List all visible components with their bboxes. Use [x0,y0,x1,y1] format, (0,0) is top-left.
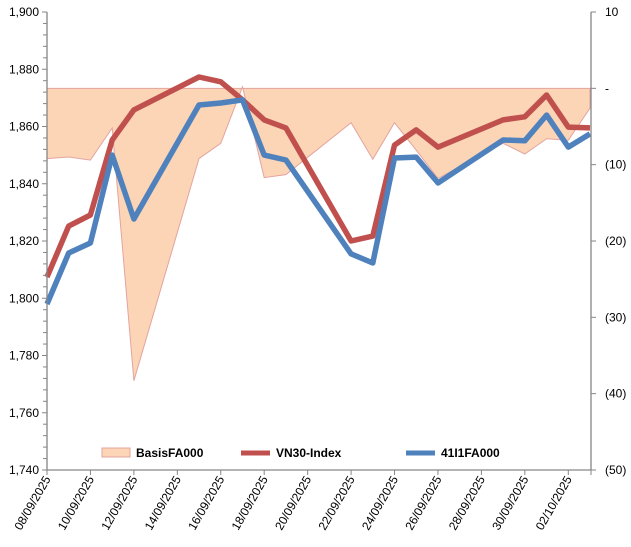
right-tick-label: (20) [605,234,626,248]
right-tick-label: (10) [605,158,626,172]
x-tick-label: 20/09/2025 [272,473,314,532]
x-tick-label: 28/09/2025 [446,473,488,532]
left-tick-label: 1,900 [9,5,39,19]
left-tick-label: 1,740 [9,463,39,477]
right-tick-label: (40) [605,387,626,401]
left-tick-label: 1,780 [9,349,39,363]
x-tick-label: 16/09/2025 [185,473,227,532]
legend: BasisFA000 VN30-Index 41I1FA000 [101,446,500,460]
legend-label-basis: BasisFA000 [136,446,204,460]
x-tick-label: 08/09/2025 [11,473,53,532]
x-tick-label: 02/10/2025 [533,473,575,532]
left-tick-label: 1,880 [9,62,39,76]
41i1fa000-line [44,97,592,306]
x-tick-label: 10/09/2025 [55,473,97,532]
vn30-index-line [44,74,591,279]
legend-swatch-basis [101,447,131,458]
right-tick-label: - [605,81,609,95]
left-tick-label: 1,760 [9,406,39,420]
basis-area-layer [46,85,591,381]
legend-label-vn30: VN30-Index [276,446,342,460]
right-tick-label: (50) [605,463,626,477]
left-tick-label: 1,820 [9,234,39,248]
x-tick-label: 30/09/2025 [489,473,531,532]
x-tick-label: 12/09/2025 [98,473,140,532]
x-tick-label: 22/09/2025 [316,473,358,532]
right-tick-label: (30) [605,310,626,324]
right-tick-label: 10 [605,5,619,19]
x-tick-label: 24/09/2025 [359,473,401,532]
basis-area-series [46,85,591,381]
left-tick-label: 1,860 [9,120,39,134]
line-layer [44,74,592,306]
x-tick-label: 26/09/2025 [402,473,444,532]
x-tick-label: 14/09/2025 [142,473,184,532]
legend-label-41i1: 41I1FA000 [441,446,500,460]
left-tick-label: 1,840 [9,177,39,191]
left-tick-label: 1,800 [9,291,39,305]
x-tick-label: 18/09/2025 [229,473,271,532]
